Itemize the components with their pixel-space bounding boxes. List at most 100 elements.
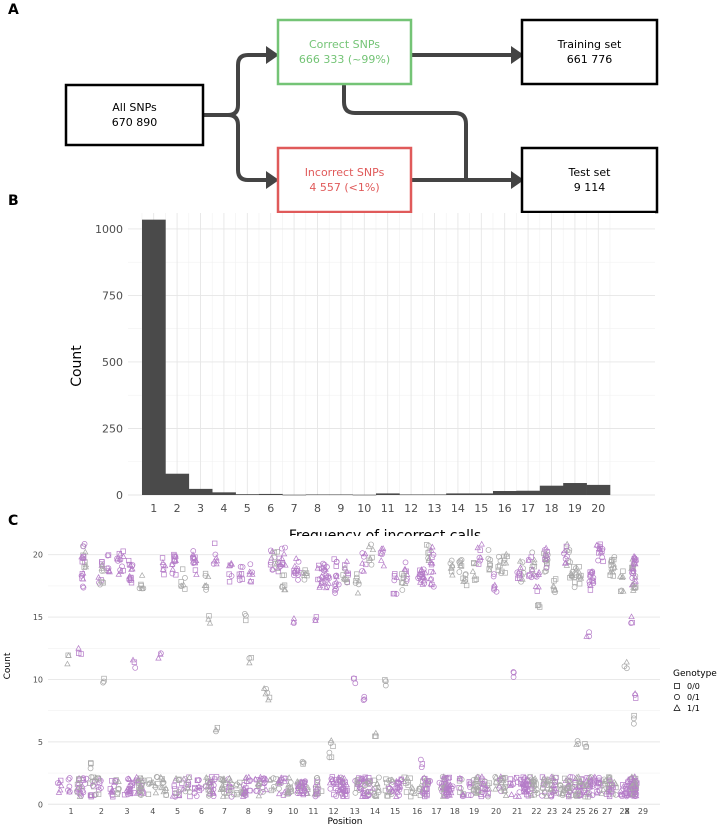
scatter-point — [552, 589, 558, 596]
scatter-point — [214, 724, 220, 731]
scatter-point — [227, 562, 233, 568]
histogram-y-ticks: 0 250 500 750 1000 — [95, 223, 123, 502]
scatter-point — [303, 570, 310, 576]
scatter-point — [541, 774, 548, 781]
scatter-points — [54, 540, 640, 800]
scatter-point — [294, 565, 301, 572]
arrowhead-incorrect — [266, 171, 279, 189]
scatter-point — [76, 793, 84, 799]
scatter-point — [458, 563, 465, 569]
scatter-point — [528, 792, 535, 798]
scatter-point — [132, 664, 139, 671]
scatter-point — [499, 568, 505, 575]
scatter-point — [543, 553, 549, 559]
scatter-point — [360, 697, 367, 704]
scatter-point — [304, 783, 311, 790]
scatter-point — [501, 560, 507, 566]
scatter-point — [362, 550, 369, 557]
scatter-point — [378, 557, 385, 563]
scatter-point — [115, 557, 121, 564]
histogram-x-ticks: 1 2 3 4 5 6 7 8 9 10 11 12 13 14 15 16 17 18 19 20 — [150, 502, 605, 515]
histogram-x-tick-label: 2 — [174, 502, 181, 515]
all-snps-count: 670 890 — [112, 116, 158, 129]
scatter-x-tick-label: 23 — [547, 807, 557, 816]
scatter-point — [105, 552, 112, 558]
scatter-point — [486, 566, 492, 572]
scatter-point — [80, 584, 87, 591]
scatter-point — [295, 558, 302, 565]
training-set-count: 661 776 — [567, 53, 613, 66]
scatter-point — [213, 560, 220, 567]
scatter-point — [448, 557, 455, 564]
scatter-x-tick-label: 5 — [175, 807, 180, 816]
scatter-point — [552, 778, 559, 785]
scatter-point — [241, 782, 247, 788]
scatter-point — [126, 572, 133, 579]
scatter-point — [99, 578, 105, 585]
scatter-point — [354, 779, 361, 786]
scatter-point — [419, 761, 426, 767]
histogram-y-tick-label: 250 — [102, 422, 123, 435]
scatter-point — [561, 775, 568, 782]
histogram-x-tick-label: 13 — [428, 502, 442, 515]
scatter-point — [126, 557, 132, 564]
scatter-x-tick-label: 10 — [288, 807, 298, 816]
scatter-point — [436, 779, 443, 786]
histogram-bar — [212, 492, 236, 495]
scatter-point — [322, 565, 329, 572]
scatter-point — [606, 775, 613, 781]
scatter-x-tick-label: 22 — [531, 807, 541, 816]
scatter-point — [360, 776, 368, 783]
scatter-point — [318, 572, 325, 579]
scatter-point — [421, 774, 428, 781]
scatter-point — [209, 777, 216, 783]
scatter-point — [95, 774, 102, 781]
scatter-point — [220, 775, 228, 781]
histogram-y-tick-label: 1000 — [95, 223, 123, 236]
scatter-point — [333, 572, 340, 579]
legend-entry-label: 0/0 — [687, 682, 700, 691]
scatter-point — [466, 781, 473, 788]
flowchart: All SNPs 670 890 Correct SNPs 666 333 (~… — [64, 18, 659, 214]
scatter-point — [220, 784, 227, 791]
scatter-point — [331, 556, 337, 562]
scatter-point — [191, 559, 197, 566]
scatter-point — [498, 570, 505, 577]
scatter-point — [280, 550, 288, 557]
scatter-point — [294, 783, 302, 789]
scatter-point — [333, 793, 340, 799]
scatter-point — [520, 565, 526, 572]
triangle-icon — [673, 704, 681, 711]
scatter-point — [540, 785, 546, 791]
histogram-bar — [142, 219, 166, 495]
histogram-x-tick-label: 3 — [197, 502, 204, 515]
scatter-point — [408, 793, 414, 800]
scatter-point — [607, 572, 613, 578]
scatter-point — [88, 794, 94, 800]
scatter-point — [355, 581, 362, 588]
histogram-bar — [493, 491, 517, 495]
scatter-point — [543, 792, 550, 799]
scatter-point — [209, 788, 216, 794]
panel-letter-b: B — [8, 193, 19, 209]
scatter-point — [302, 567, 308, 573]
scatter-point — [408, 788, 416, 795]
scatter-point — [459, 792, 467, 799]
scatter-point — [446, 774, 452, 781]
scatter-point — [492, 778, 500, 785]
scatter-point — [578, 572, 584, 579]
scatter-point — [204, 573, 212, 580]
scatter-point — [194, 777, 201, 784]
scatter-point — [77, 783, 85, 790]
scatter-point — [550, 787, 558, 794]
scatter-point — [495, 564, 501, 570]
scatter-point — [377, 550, 384, 556]
scatter-point — [557, 783, 563, 789]
scatter-point — [457, 560, 463, 566]
scatter-point — [543, 560, 550, 566]
scatter-point — [65, 776, 72, 783]
training-set-label: Training set — [557, 38, 622, 51]
scatter-point — [566, 547, 573, 553]
scatter-point — [572, 566, 580, 573]
